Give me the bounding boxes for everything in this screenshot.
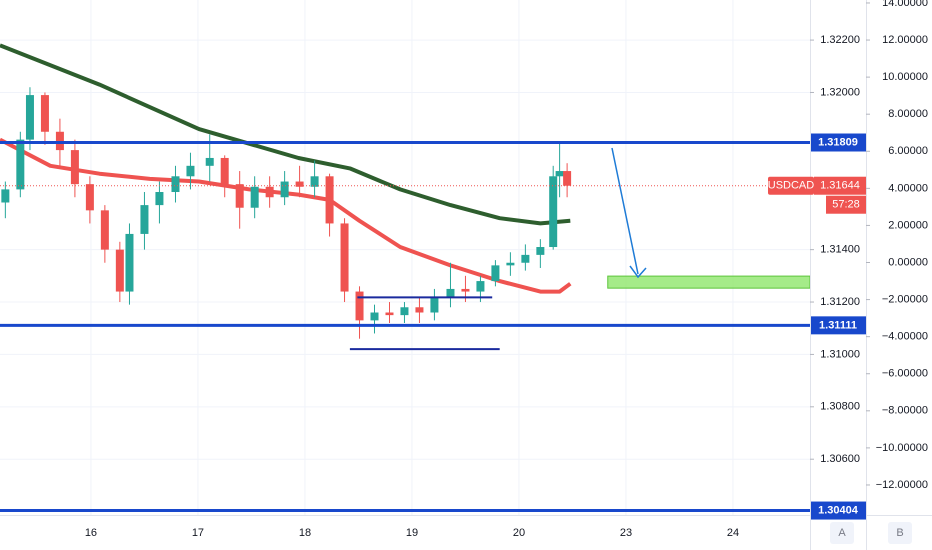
y2-tick-label: 8.00000 (888, 108, 928, 120)
candle-body (340, 223, 349, 292)
arrow-head (629, 265, 647, 279)
candle-body (235, 184, 244, 208)
x-tick-label: 18 (299, 527, 311, 539)
y2-tick-label: 12.00000 (882, 34, 928, 46)
y-tick-label: 1.31400 (820, 244, 860, 256)
y2-tick-label: −10.00000 (876, 442, 928, 454)
y2-tick-label: 2.00000 (888, 219, 928, 231)
x-tick-label: 16 (85, 527, 97, 539)
y-tick-label: 1.31200 (820, 296, 860, 308)
candle-body (220, 157, 229, 185)
candle-body (521, 254, 530, 263)
candle-body (430, 296, 439, 313)
candle-body (265, 186, 274, 198)
y2-tick-label: 4.00000 (888, 182, 928, 194)
x-tick-label: 24 (727, 527, 739, 539)
candle-body (115, 249, 124, 292)
y2-tick-label: −12.00000 (876, 479, 928, 491)
candle-body (55, 131, 64, 151)
symbol-label: USDCAD (768, 180, 815, 192)
y2-tick-label: −8.00000 (882, 405, 928, 417)
candle-body (40, 95, 49, 132)
scale-button-label[interactable]: B (896, 527, 903, 539)
candle-body (400, 307, 409, 316)
candle-body (250, 186, 259, 208)
x-tick-label: 23 (620, 527, 632, 539)
moving-average (0, 43, 571, 226)
candle-body (25, 95, 34, 140)
level-label-box (811, 501, 866, 520)
candle-body (549, 176, 558, 248)
candle-body (186, 165, 195, 177)
y2-tick-label: 14.00000 (882, 0, 928, 9)
candle-body (155, 192, 164, 206)
candle-body (205, 157, 214, 166)
level-label-box (811, 133, 866, 152)
candle-body (536, 247, 545, 255)
plot (0, 43, 811, 513)
price-label: 1.31644 (820, 180, 860, 192)
candle-body (491, 265, 500, 282)
level-label: 1.31111 (819, 319, 857, 331)
candle-body (100, 210, 109, 250)
symbol-label-box (768, 176, 814, 195)
candle-body (16, 139, 25, 190)
candle-body (355, 291, 364, 321)
price-label-box (814, 176, 866, 195)
x-tick-label: 17 (192, 527, 204, 539)
candle-body (85, 184, 94, 211)
countdown: 57:28 (832, 199, 860, 211)
countdown-box (826, 195, 866, 214)
candle-body (140, 205, 149, 234)
y2-tick-label: −2.00000 (882, 293, 928, 305)
candle-body (385, 312, 394, 316)
candle-body (446, 288, 455, 297)
y-tick-label: 1.32200 (820, 34, 860, 46)
scale-button-label[interactable]: A (838, 527, 846, 539)
y-tick-label: 1.30600 (820, 453, 860, 465)
arrow-line (611, 147, 639, 275)
grid (0, 0, 810, 515)
candle-body (280, 181, 289, 198)
level-label-box (811, 316, 866, 335)
axes: 16 17 18 19 20 23 24 1.32200 1.32000 1.31400 1.312… (85, 0, 928, 544)
candle-body (415, 307, 424, 313)
candle-body (70, 150, 79, 185)
y2-tick-label: −4.00000 (882, 331, 928, 343)
candle-body (555, 171, 564, 177)
candle-body (325, 176, 334, 224)
candle-body (1, 189, 10, 203)
candle-body (370, 312, 379, 321)
candle-body (171, 176, 180, 193)
candle-body (310, 176, 319, 187)
level-label: 1.30404 (818, 504, 859, 516)
y-tick-label: 1.30800 (820, 401, 860, 413)
y-tick-label: 1.32000 (820, 86, 860, 98)
candle-body (461, 288, 470, 292)
y2-tick-label: 10.00000 (882, 71, 928, 83)
candle-body (506, 262, 515, 266)
candle-body (563, 171, 572, 186)
scale-button[interactable] (888, 522, 912, 544)
y2-tick-label: −6.00000 (882, 368, 928, 380)
arrow (611, 147, 647, 279)
candle-body (295, 181, 304, 187)
y2-tick-label: 0.00000 (888, 256, 928, 268)
x-tick-label: 20 (513, 527, 525, 539)
candle-body (125, 233, 134, 292)
x-tick-label: 19 (406, 527, 418, 539)
scale-button[interactable] (830, 522, 854, 544)
y2-tick-label: 6.00000 (888, 145, 928, 157)
level-label: 1.31809 (818, 136, 858, 148)
candle-body (476, 281, 485, 292)
y-tick-label: 1.31000 (820, 348, 860, 360)
